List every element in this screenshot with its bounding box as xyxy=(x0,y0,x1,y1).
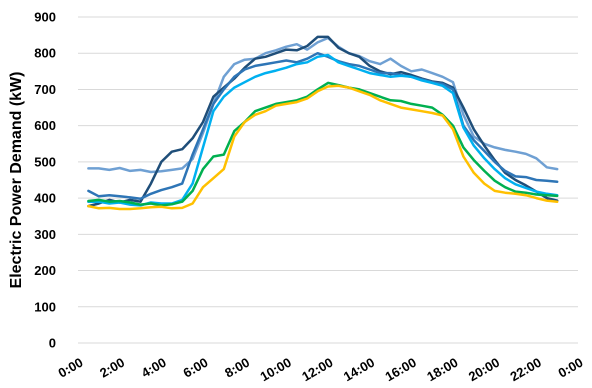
series-line-6 xyxy=(87,84,559,211)
x-tick-label: 20:00 xyxy=(466,355,502,385)
x-tick-label: 22:00 xyxy=(508,355,544,385)
y-tick-label: 700 xyxy=(34,82,56,97)
y-tick-label: 900 xyxy=(34,10,56,25)
y-tick-label: 800 xyxy=(34,46,56,61)
x-tick-label: 18:00 xyxy=(424,355,460,385)
y-axis-title: Electric Power Demand (kW) xyxy=(8,72,25,289)
y-tick-label: 300 xyxy=(34,227,56,242)
x-tick-label: 6:00 xyxy=(180,355,210,381)
x-tick-label: 0:00 xyxy=(55,355,85,381)
x-tick-label: 4:00 xyxy=(139,355,169,381)
y-tick-label: 400 xyxy=(34,191,56,206)
series-layer xyxy=(87,35,559,211)
x-tick-label: 14:00 xyxy=(341,355,377,385)
y-tick-label: 500 xyxy=(34,154,56,169)
x-axis-tick-labels: 0:00 2:00 4:00 6:00 8:00 10:00 12:00 14:00 16:00… xyxy=(55,355,585,385)
y-tick-label: 100 xyxy=(34,299,56,314)
y-tick-label: 0 xyxy=(49,336,56,351)
y-tick-label: 600 xyxy=(34,118,56,133)
y-axis-tick-labels: 0 100 200 300 400 500 600 700 800 900 xyxy=(34,10,56,351)
y-tick-label: 200 xyxy=(34,263,56,278)
x-tick-label: 0:00 xyxy=(555,355,585,381)
x-tick-label: 2:00 xyxy=(97,355,127,381)
x-tick-label: 8:00 xyxy=(222,355,252,381)
series-line-5 xyxy=(87,81,559,207)
x-tick-label: 12:00 xyxy=(299,355,335,385)
series-line-2 xyxy=(87,35,559,208)
x-tick-label: 16:00 xyxy=(383,355,419,385)
series-line-4 xyxy=(87,53,559,207)
series-line-1 xyxy=(87,36,559,174)
x-tick-label: 10:00 xyxy=(258,355,294,385)
